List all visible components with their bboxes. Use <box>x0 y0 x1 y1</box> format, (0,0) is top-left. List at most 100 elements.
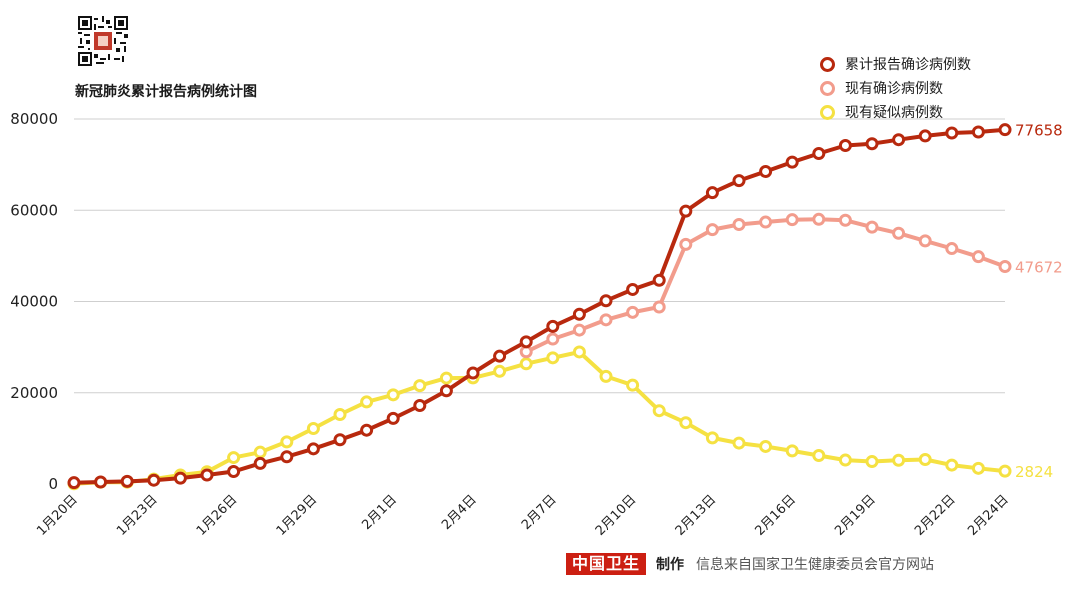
x-tick-label: 2月4日 <box>439 492 480 533</box>
x-tick-label: 2月13日 <box>673 492 720 539</box>
x-tick-label: 2月16日 <box>752 492 799 539</box>
data-point <box>705 431 719 445</box>
data-point <box>971 250 985 264</box>
end-labels: 77658 47672 2824 <box>1015 122 1063 481</box>
data-point <box>360 423 374 437</box>
series-0 <box>67 123 1012 490</box>
made-by-label: 制作 <box>656 557 685 573</box>
legend-marker-icon <box>820 104 835 120</box>
data-point <box>865 455 879 469</box>
data-point <box>572 345 586 359</box>
data-point <box>892 226 906 240</box>
brand-logo: 中国卫生 <box>566 553 647 575</box>
data-point <box>785 213 799 227</box>
data-point <box>998 464 1012 478</box>
x-axis-tick-labels: 1月20日 1月23日 1月26日 1月29日 2月1日 2月4日 2月7日 2月10日 2月1… <box>34 492 1012 539</box>
data-point <box>253 456 267 470</box>
data-point <box>439 384 453 398</box>
data-point <box>918 129 932 143</box>
x-tick-label: 2月1日 <box>359 492 400 533</box>
data-point <box>546 319 560 333</box>
data-point <box>599 369 613 383</box>
qr-code-icon <box>78 16 128 66</box>
data-point <box>838 139 852 153</box>
series-line <box>73 350 1006 486</box>
data-point <box>971 461 985 475</box>
legend-item-cumulative-confirmed: 累计报告确诊病例数 <box>820 52 971 76</box>
data-point <box>679 416 693 430</box>
legend: 累计报告确诊病例数 现有确诊病例数 现有疑似病例数 <box>820 52 971 124</box>
data-point <box>306 442 320 456</box>
x-tick-label: 2月19日 <box>832 492 879 539</box>
data-point <box>892 133 906 147</box>
data-point <box>626 282 640 296</box>
data-point <box>785 444 799 458</box>
series-2 <box>67 345 1012 491</box>
data-point <box>599 294 613 308</box>
data-point <box>200 468 214 482</box>
end-value-label: 2824 <box>1015 463 1053 481</box>
data-point <box>705 186 719 200</box>
data-point <box>546 332 560 346</box>
data-point <box>705 223 719 237</box>
data-point <box>333 407 347 421</box>
x-tick-label: 2月22日 <box>912 492 959 539</box>
y-tick-label: 60000 <box>10 201 58 219</box>
footer: 中国卫生 制作 信息来自国家卫生健康委员会官方网站 <box>566 553 934 575</box>
end-value-label: 47672 <box>1015 258 1063 276</box>
source-note: 信息来自国家卫生健康委员会官方网站 <box>696 557 935 573</box>
legend-label: 现有疑似病例数 <box>845 105 943 121</box>
data-point <box>439 371 453 385</box>
data-point <box>626 305 640 319</box>
data-point <box>519 357 533 371</box>
series-1 <box>519 212 1012 359</box>
x-tick-label: 2月7日 <box>519 492 560 533</box>
legend-label: 现有确诊病例数 <box>845 81 943 97</box>
x-tick-label: 2月24日 <box>965 492 1012 539</box>
x-tick-label: 2月10日 <box>593 492 640 539</box>
data-point <box>918 453 932 467</box>
data-point <box>759 439 773 453</box>
y-tick-label: 20000 <box>10 384 58 402</box>
series-layer <box>67 123 1012 491</box>
x-tick-label: 1月20日 <box>34 492 81 539</box>
data-point <box>94 475 108 489</box>
data-point <box>892 453 906 467</box>
data-point <box>838 213 852 227</box>
data-point <box>652 273 666 287</box>
data-point <box>493 349 507 363</box>
data-point <box>785 155 799 169</box>
data-point <box>360 395 374 409</box>
series-line <box>73 127 1006 485</box>
data-point <box>147 473 161 487</box>
legend-item-current-confirmed: 现有确诊病例数 <box>820 76 971 100</box>
data-point <box>626 378 640 392</box>
data-point <box>945 126 959 140</box>
data-point <box>572 323 586 337</box>
data-point <box>652 300 666 314</box>
data-point <box>253 445 267 459</box>
x-tick-label: 1月23日 <box>114 492 161 539</box>
end-value-label: 77658 <box>1015 122 1063 140</box>
data-point <box>306 421 320 435</box>
data-point <box>386 411 400 425</box>
data-point <box>519 335 533 349</box>
data-point <box>493 364 507 378</box>
y-tick-label: 0 <box>48 475 58 493</box>
data-point <box>413 399 427 413</box>
x-tick-label: 1月26日 <box>194 492 241 539</box>
data-point <box>732 436 746 450</box>
data-point <box>280 435 294 449</box>
data-point <box>333 433 347 447</box>
data-point <box>652 404 666 418</box>
legend-item-current-suspected: 现有疑似病例数 <box>820 100 971 124</box>
chart-title: 新冠肺炎累计报告病例统计图 <box>75 84 257 100</box>
data-point <box>998 123 1012 137</box>
data-point <box>679 237 693 251</box>
data-point <box>679 204 693 218</box>
data-point <box>227 464 241 478</box>
data-point <box>466 366 480 380</box>
data-point <box>732 174 746 188</box>
data-point <box>120 474 134 488</box>
